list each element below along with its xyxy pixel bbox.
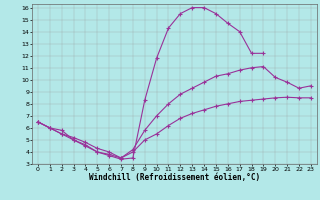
X-axis label: Windchill (Refroidissement éolien,°C): Windchill (Refroidissement éolien,°C) <box>89 173 260 182</box>
